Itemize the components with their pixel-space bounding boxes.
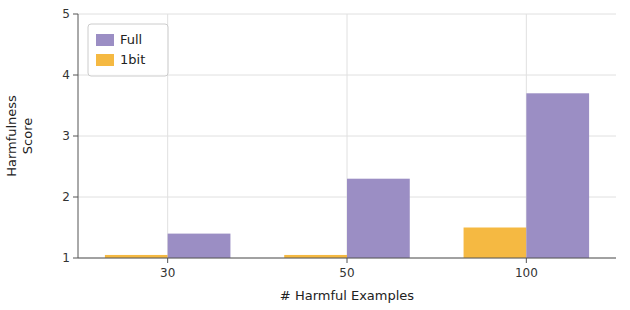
bar: [347, 179, 410, 258]
y-axis-label-line: Score: [20, 118, 35, 154]
y-tick: [73, 258, 78, 259]
x-tick: [167, 258, 168, 263]
bar: [168, 234, 231, 258]
legend-box: [88, 24, 168, 76]
legend: Full 1bit: [88, 24, 168, 76]
y-tick: [73, 197, 78, 198]
legend-label: Full: [120, 32, 142, 47]
y-tick-label: 4: [62, 68, 70, 82]
x-axis-label: # Harmful Examples: [280, 288, 415, 303]
y-tick-label: 2: [62, 190, 70, 204]
y-tick-label: 3: [62, 129, 70, 143]
y-tick-label: 1: [62, 251, 70, 265]
y-tick-label: 5: [62, 7, 70, 21]
axes: 1 2 3 4 5 30 50 100: [62, 7, 616, 281]
bar: [464, 228, 527, 259]
x-tick: [347, 258, 348, 263]
x-tick: [526, 258, 527, 263]
y-axis-label-line: Harmfulness: [4, 95, 19, 177]
y-tick: [73, 136, 78, 137]
legend-swatch: [96, 34, 114, 46]
chart: 1 2 3 4 5 30 50 100 # Harmful Examples Harmfulnes…: [0, 0, 630, 310]
legend-swatch: [96, 54, 114, 66]
y-axis-label: HarmfulnessScore: [4, 95, 35, 177]
x-tick-label: 100: [515, 266, 538, 280]
bars: [105, 93, 589, 258]
x-tick-label: 30: [160, 266, 175, 280]
x-tick-label: 50: [339, 266, 354, 280]
y-tick: [73, 75, 78, 76]
bar: [526, 93, 589, 258]
y-tick: [73, 14, 78, 15]
legend-label: 1bit: [120, 52, 145, 67]
